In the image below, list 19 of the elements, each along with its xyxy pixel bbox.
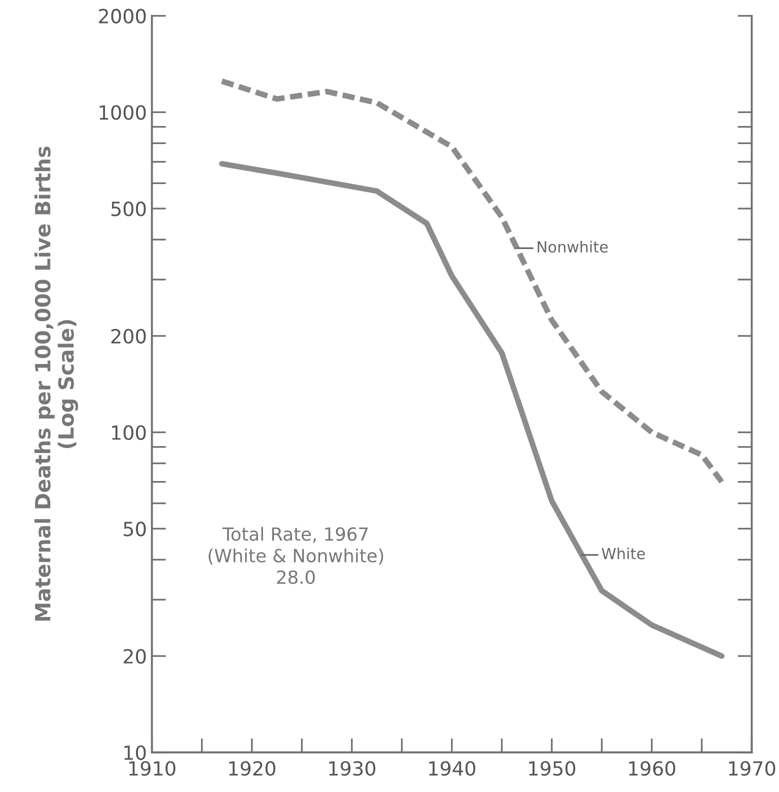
x-tick-label: 1960: [629, 761, 676, 776]
x-tick-label: 1910: [129, 761, 176, 776]
annotation: White: [602, 548, 645, 560]
y-tick-label: 2000: [98, 8, 146, 24]
y-axis-title: Maternal Deaths per 100,000 Live Births (Log Scale): [34, 146, 78, 621]
y-tick-label: 10: [124, 745, 146, 760]
annotation: Nonwhite: [538, 240, 608, 253]
x-tick-label: 1920: [229, 761, 276, 776]
y-tick-label: 200: [111, 328, 146, 344]
x-tick-label: 1970: [729, 761, 776, 776]
annotation: Total Rate, 1967 (White & Nonwhite) 28.0: [208, 526, 384, 584]
y-tick-label: 20: [124, 648, 146, 664]
y-tick-label: 1000: [100, 105, 146, 120]
y-tick-label: 50: [124, 522, 146, 536]
x-tick-label: 1950: [529, 761, 576, 776]
y-tick-label: 500: [111, 202, 146, 216]
x-tick-label: 1930: [329, 761, 376, 776]
y-tick-label: 100: [112, 425, 146, 440]
x-tick-label: 1940: [429, 761, 476, 776]
